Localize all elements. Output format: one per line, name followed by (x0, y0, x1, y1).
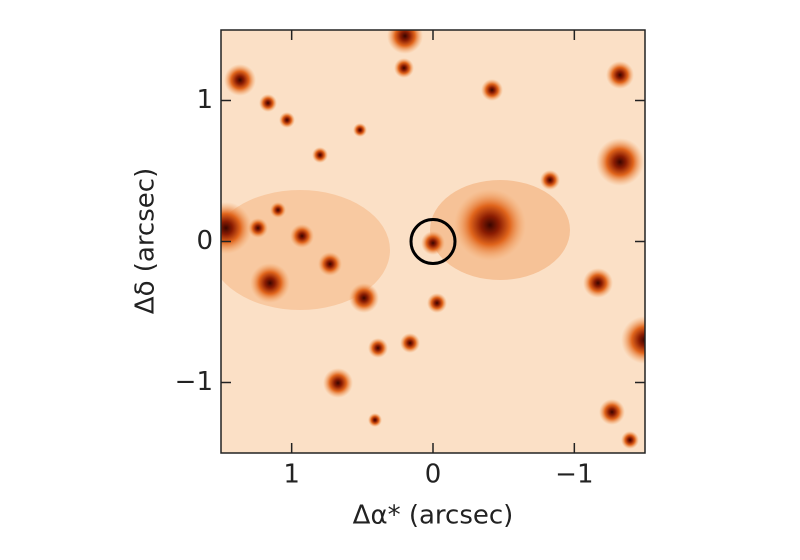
x-tick-label: 1 (283, 460, 300, 490)
x-tick-label: 0 (425, 460, 442, 490)
target-marker (409, 218, 457, 265)
x-axis-label: Δα* (arcsec) (353, 501, 514, 531)
y-tick-label: −1 (175, 367, 213, 397)
y-axis-label: Δδ (arcsec) (131, 168, 161, 314)
y-tick-label: 0 (196, 226, 213, 256)
x-tick-label: −1 (555, 460, 593, 490)
image (221, 30, 645, 453)
y-tick-label: 1 (196, 85, 213, 115)
